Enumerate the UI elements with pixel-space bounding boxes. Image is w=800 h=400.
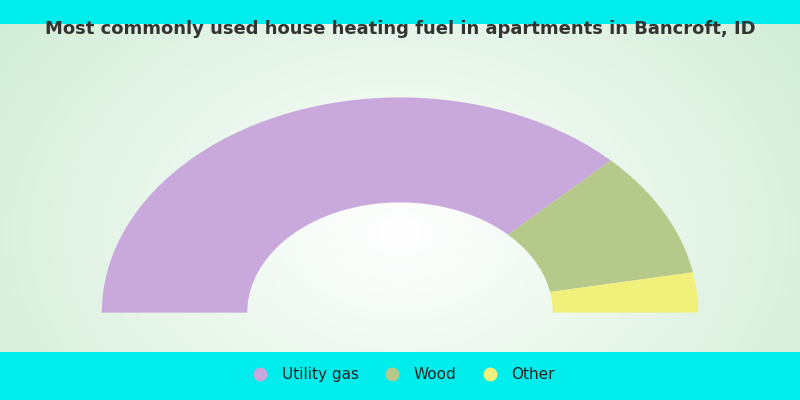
Polygon shape	[102, 98, 611, 313]
Polygon shape	[508, 160, 693, 292]
Polygon shape	[550, 272, 698, 313]
Legend: Utility gas, Wood, Other: Utility gas, Wood, Other	[239, 361, 561, 388]
Text: Most commonly used house heating fuel in apartments in Bancroft, ID: Most commonly used house heating fuel in…	[45, 20, 755, 38]
